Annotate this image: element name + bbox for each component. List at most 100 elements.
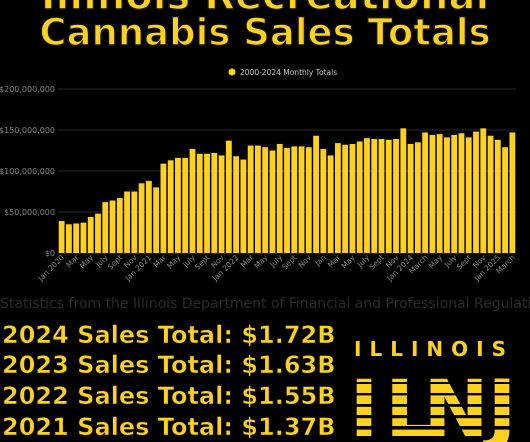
bar	[334, 143, 341, 253]
bar	[429, 134, 436, 253]
bar	[305, 147, 312, 253]
logo-stripe	[340, 415, 528, 419]
title-line-2: Cannabis Sales Totals	[39, 11, 492, 54]
bar	[342, 144, 349, 253]
bar	[262, 147, 269, 253]
bar	[509, 132, 516, 253]
illinois-nj-logo: ILLINOIS I LNJ	[340, 338, 528, 442]
bar	[73, 223, 80, 253]
x-tick-label: May	[427, 253, 445, 271]
bar	[247, 145, 254, 253]
bar	[465, 137, 472, 253]
bar	[414, 142, 421, 253]
bar	[436, 134, 443, 253]
title-line-1: Illinois Recreational	[0, 0, 530, 17]
bar	[102, 202, 109, 253]
legend-marker	[228, 68, 236, 76]
bar	[240, 159, 247, 253]
bar	[276, 143, 283, 253]
bar	[458, 133, 465, 253]
y-tick-label: $150,000,000	[0, 126, 55, 135]
x-tick-label: Nov	[297, 253, 314, 270]
bar	[451, 134, 458, 253]
bar	[204, 153, 210, 253]
bar	[233, 156, 240, 253]
bar	[327, 155, 334, 253]
x-tick-label: Jan	[313, 253, 328, 268]
bar	[494, 139, 501, 253]
bar	[473, 131, 479, 253]
bar	[145, 180, 152, 253]
y-tick-label: $50,000,000	[4, 208, 55, 217]
x-tick-label: Sept	[455, 253, 473, 271]
bar	[109, 200, 116, 253]
total-2023: 2023 Sales Total: $1.63B	[2, 351, 336, 379]
bar	[116, 198, 123, 253]
bar	[87, 216, 94, 253]
bar	[371, 139, 378, 253]
bar	[80, 222, 87, 253]
x-tick-label: Mar	[239, 252, 256, 269]
bar	[349, 143, 356, 253]
bar	[131, 191, 138, 253]
bar	[211, 152, 218, 253]
bar	[393, 139, 399, 253]
total-2021: 2021 Sales Total: $1.37B	[2, 413, 336, 441]
bar	[167, 160, 174, 253]
x-tick-label: Mar	[326, 252, 343, 269]
bar	[444, 137, 450, 253]
x-tick-label: Sept	[280, 253, 298, 271]
bar	[364, 138, 370, 253]
x-tick-label: May	[340, 253, 358, 271]
logo-top-text: ILLINOIS	[354, 338, 514, 361]
bar	[284, 148, 290, 253]
bar	[189, 148, 196, 253]
bar	[487, 135, 494, 253]
logo-letter: N	[423, 365, 488, 442]
logo-letter: J	[482, 365, 516, 442]
bar	[153, 187, 160, 253]
y-tick-label: $100,000,000	[0, 167, 55, 176]
logo-stripe	[340, 404, 528, 407]
bar	[269, 150, 276, 253]
bar	[385, 139, 392, 253]
x-tick-label: May	[165, 253, 183, 271]
x-tick-label: May	[252, 253, 270, 271]
source-note: Statistics from the Illinois Department …	[0, 296, 530, 312]
legend-label: 2000-2024 Monthly Totals	[240, 68, 337, 77]
bar	[175, 157, 181, 253]
bar	[218, 155, 225, 253]
y-tick-label: $0	[45, 249, 55, 258]
logo-stripe	[340, 426, 528, 430]
bar	[480, 128, 487, 253]
bar	[160, 163, 167, 253]
bar	[138, 183, 145, 253]
bar	[124, 191, 130, 253]
x-tick-label: May	[78, 253, 96, 271]
bar	[378, 139, 385, 253]
logo-stripe	[340, 393, 528, 396]
logo-letters: I LNJ	[340, 365, 528, 442]
bar	[291, 146, 298, 253]
bar	[502, 147, 509, 253]
total-2024: 2024 Sales Total: $1.72B	[2, 321, 336, 349]
bar	[65, 224, 72, 253]
bar	[407, 143, 414, 253]
bar	[255, 145, 261, 253]
bar	[298, 146, 305, 253]
logo-letter: I	[349, 365, 378, 442]
bar	[225, 140, 232, 253]
bar	[196, 153, 203, 253]
logo-stripe	[340, 382, 528, 384]
bar	[58, 221, 65, 253]
x-tick-label: Sept	[193, 253, 211, 271]
bar	[356, 141, 363, 253]
total-2022: 2022 Sales Total: $1.55B	[2, 382, 336, 410]
bar	[400, 128, 407, 253]
x-tick-label: Mar	[151, 252, 168, 269]
x-tick-label: Sept	[106, 253, 124, 271]
x-tick-label: Sept	[367, 253, 385, 271]
bar	[313, 135, 319, 253]
y-tick-label: $200,000,000	[0, 85, 55, 94]
bar	[320, 148, 327, 253]
